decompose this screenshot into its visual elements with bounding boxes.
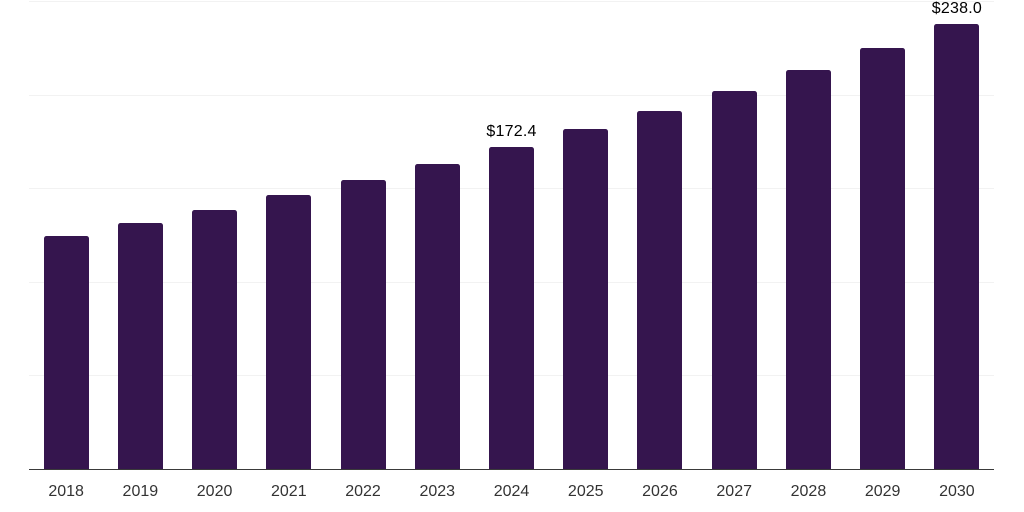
x-axis-line bbox=[29, 468, 994, 470]
bar-2027 bbox=[711, 90, 757, 470]
plot-area: $172.4 $238.0 bbox=[29, 0, 994, 470]
bar-2018 bbox=[43, 236, 89, 470]
bar-2025 bbox=[563, 129, 609, 470]
x-tick-2025: 2025 bbox=[567, 483, 604, 500]
bar-2019 bbox=[117, 223, 163, 470]
x-tick-2018: 2018 bbox=[48, 483, 84, 500]
bar-2023 bbox=[414, 164, 460, 470]
x-tick-2028: 2028 bbox=[790, 483, 827, 500]
bar-2020 bbox=[192, 209, 238, 470]
bar-2028 bbox=[785, 69, 831, 470]
x-tick-2019: 2019 bbox=[122, 483, 159, 500]
x-tick-2022: 2022 bbox=[345, 483, 381, 500]
data-label-2024: $172.4 bbox=[486, 123, 537, 141]
bar-2022 bbox=[340, 180, 386, 470]
data-label-2030: $238.0 bbox=[931, 0, 982, 18]
x-tick-2026: 2026 bbox=[642, 483, 678, 500]
x-tick-2024: 2024 bbox=[493, 483, 530, 500]
x-tick-2027: 2027 bbox=[716, 483, 752, 500]
x-tick-2021: 2021 bbox=[271, 483, 307, 500]
bar-2021 bbox=[266, 195, 312, 470]
x-tick-2020: 2020 bbox=[196, 483, 233, 500]
gridline bbox=[29, 94, 994, 96]
x-tick-2030: 2030 bbox=[939, 483, 975, 500]
x-axis: 2018 2019 2020 2021 2022 2023 2024 2025 2026 2027… bbox=[29, 483, 994, 505]
bar-2030 bbox=[934, 24, 980, 470]
gridline bbox=[29, 1, 994, 2]
bar-2024 bbox=[489, 147, 534, 470]
x-tick-2029: 2029 bbox=[864, 483, 901, 500]
bar-2026 bbox=[637, 110, 683, 470]
x-tick-2023: 2023 bbox=[419, 483, 456, 500]
bar-2029 bbox=[860, 47, 906, 470]
